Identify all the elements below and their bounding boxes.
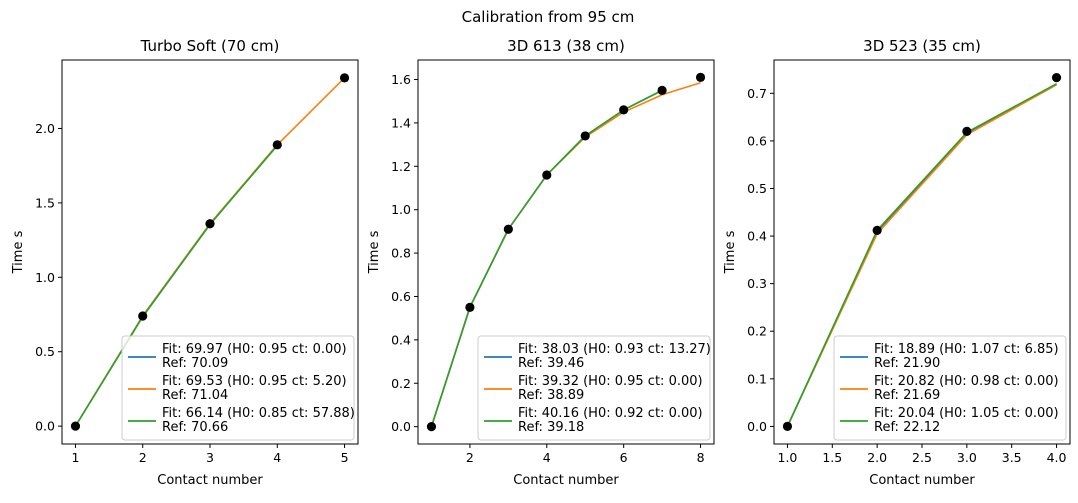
- x-tick-label: 8: [697, 450, 705, 465]
- panel-title: 3D 523 (35 cm): [863, 37, 981, 55]
- y-axis-label: Time s: [367, 230, 382, 274]
- y-tick-label: 0.0: [35, 419, 55, 434]
- legend-entry-line1: Fit: 20.82 (H0: 0.98 ct: 0.00): [874, 374, 1059, 389]
- legend-entry-line1: Fit: 18.89 (H0: 1.07 ct: 6.85): [874, 342, 1059, 357]
- legend-entry-line1: Fit: 20.04 (H0: 1.05 ct: 0.00): [874, 406, 1059, 421]
- y-tick-label: 0.5: [747, 181, 767, 196]
- data-point: [426, 422, 437, 432]
- x-tick-label: 5: [341, 450, 349, 465]
- x-tick-label: 3.0: [957, 450, 977, 465]
- legend-box: [121, 335, 355, 441]
- data-point: [1051, 73, 1062, 83]
- legend-entry-line1: Fit: 69.53 (H0: 0.95 ct: 5.20): [162, 374, 347, 389]
- x-tick-label: 2.0: [867, 450, 887, 465]
- y-tick-label: 0.0: [391, 419, 411, 434]
- y-axis-label: Time s: [11, 230, 26, 274]
- y-tick-label: 0.4: [747, 229, 767, 244]
- y-tick-label: 0.2: [391, 376, 411, 391]
- data-point: [542, 170, 552, 180]
- legend: Fit: 18.89 (H0: 1.07 ct: 6.85)Ref: 21.90…: [833, 335, 1067, 441]
- x-tick-label: 6: [620, 450, 628, 465]
- data-point: [70, 421, 81, 431]
- x-tick-label: 2.5: [912, 450, 932, 465]
- legend-entry-line2: Ref: 39.18: [518, 420, 584, 435]
- x-axis-label: Contact number: [869, 473, 975, 488]
- panel-2: 2 4 6 8 0.0 0.2 0.4 0.6 0.8 1.0 1.2 1.4 1.6 3D 613 (3…: [367, 37, 715, 488]
- y-tick-label: 0.7: [747, 86, 767, 101]
- y-tick-label: 0.4: [391, 332, 411, 347]
- data-point: [503, 224, 513, 234]
- panel-title: Turbo Soft (70 cm): [140, 37, 280, 55]
- y-tick-label: 1.0: [391, 202, 411, 217]
- legend-entry-line2: Ref: 21.69: [874, 388, 940, 403]
- panel-3: 1.0 1.5 2.0 2.5 3.0 3.5 4.0 0.0 0.1 0.2 0.3 0.4 0.5 0…: [723, 37, 1071, 488]
- legend: Fit: 69.97 (H0: 0.95 ct: 0.00)Ref: 70.09…: [121, 335, 355, 441]
- legend-entry-line1: Fit: 38.03 (H0: 0.93 ct: 13.27): [518, 342, 711, 357]
- data-point: [272, 140, 282, 150]
- data-point: [205, 219, 215, 229]
- y-tick-label: 2.0: [35, 121, 55, 136]
- x-tick-label: 1.5: [822, 450, 842, 465]
- y-tick-label: 0.2: [747, 324, 767, 339]
- data-point: [782, 421, 793, 431]
- x-tick-label: 1: [71, 450, 79, 465]
- legend-entry-line2: Ref: 39.46: [518, 356, 584, 371]
- panel-title: 3D 613 (38 cm): [507, 37, 625, 55]
- y-tick-label: 1.4: [391, 115, 411, 130]
- y-tick-label: 0.8: [391, 246, 411, 261]
- legend-entry-line1: Fit: 39.32 (H0: 0.95 ct: 0.00): [518, 374, 703, 389]
- data-point: [695, 72, 706, 82]
- x-tick-label: 3: [206, 450, 214, 465]
- data-point: [657, 85, 667, 95]
- y-tick-label: 1.0: [35, 270, 55, 285]
- legend-entry-line2: Ref: 21.90: [874, 356, 940, 371]
- data-point: [580, 131, 590, 141]
- data-point: [138, 311, 148, 321]
- y-tick-label: 0.6: [391, 289, 411, 304]
- x-tick-label: 4.0: [1047, 450, 1067, 465]
- y-tick-label: 0.1: [747, 371, 767, 386]
- panels: 1 2 3 4 5 0.0 0.5 1.0 1.5 2.0 Turbo Soft (70 cm) Co…: [11, 37, 1071, 488]
- data-point: [872, 225, 882, 235]
- x-axis-label: Contact number: [513, 473, 619, 488]
- x-tick-label: 2: [466, 450, 474, 465]
- y-tick-label: 0.0: [747, 419, 767, 434]
- y-tick-label: 0.6: [747, 133, 767, 148]
- legend-box: [833, 335, 1067, 441]
- y-tick-label: 0.3: [747, 276, 767, 291]
- data-point: [465, 302, 475, 312]
- x-tick-label: 2: [139, 450, 147, 465]
- data-point: [962, 126, 972, 136]
- x-tick-label: 4: [543, 450, 551, 465]
- legend: Fit: 38.03 (H0: 0.93 ct: 13.27)Ref: 39.4…: [477, 335, 711, 441]
- x-tick-label: 3.5: [1002, 450, 1022, 465]
- series-line-3: [74, 145, 278, 427]
- legend-box: [477, 335, 711, 441]
- legend-entry-line1: Fit: 69.97 (H0: 0.95 ct: 0.00): [162, 342, 347, 357]
- legend-entry-line2: Ref: 71.04: [162, 388, 228, 403]
- y-axis-label: Time s: [723, 230, 738, 274]
- legend-entry-line2: Ref: 70.66: [162, 420, 228, 435]
- legend-entry-line2: Ref: 22.12: [874, 420, 940, 435]
- panel-1: 1 2 3 4 5 0.0 0.5 1.0 1.5 2.0 Turbo Soft (70 cm) Co…: [11, 37, 359, 488]
- y-tick-label: 1.6: [391, 72, 411, 87]
- x-tick-label: 1.0: [778, 450, 798, 465]
- legend-entry-line1: Fit: 40.16 (H0: 0.92 ct: 0.00): [518, 406, 703, 421]
- y-tick-label: 1.5: [35, 195, 55, 210]
- x-axis-label: Contact number: [157, 473, 263, 488]
- y-tick-label: 1.2: [391, 159, 411, 174]
- legend-entry-line2: Ref: 38.89: [518, 388, 584, 403]
- y-tick-label: 0.5: [35, 344, 55, 359]
- data-point: [339, 73, 350, 83]
- axes-frame: [417, 59, 715, 445]
- figure-suptitle: Calibration from 95 cm: [462, 8, 635, 26]
- series-line-3: [786, 83, 1057, 427]
- legend-entry-line1: Fit: 66.14 (H0: 0.85 ct: 57.88): [162, 406, 355, 421]
- legend-entry-line2: Ref: 70.09: [162, 356, 228, 371]
- data-point: [619, 105, 629, 115]
- x-tick-label: 4: [273, 450, 281, 465]
